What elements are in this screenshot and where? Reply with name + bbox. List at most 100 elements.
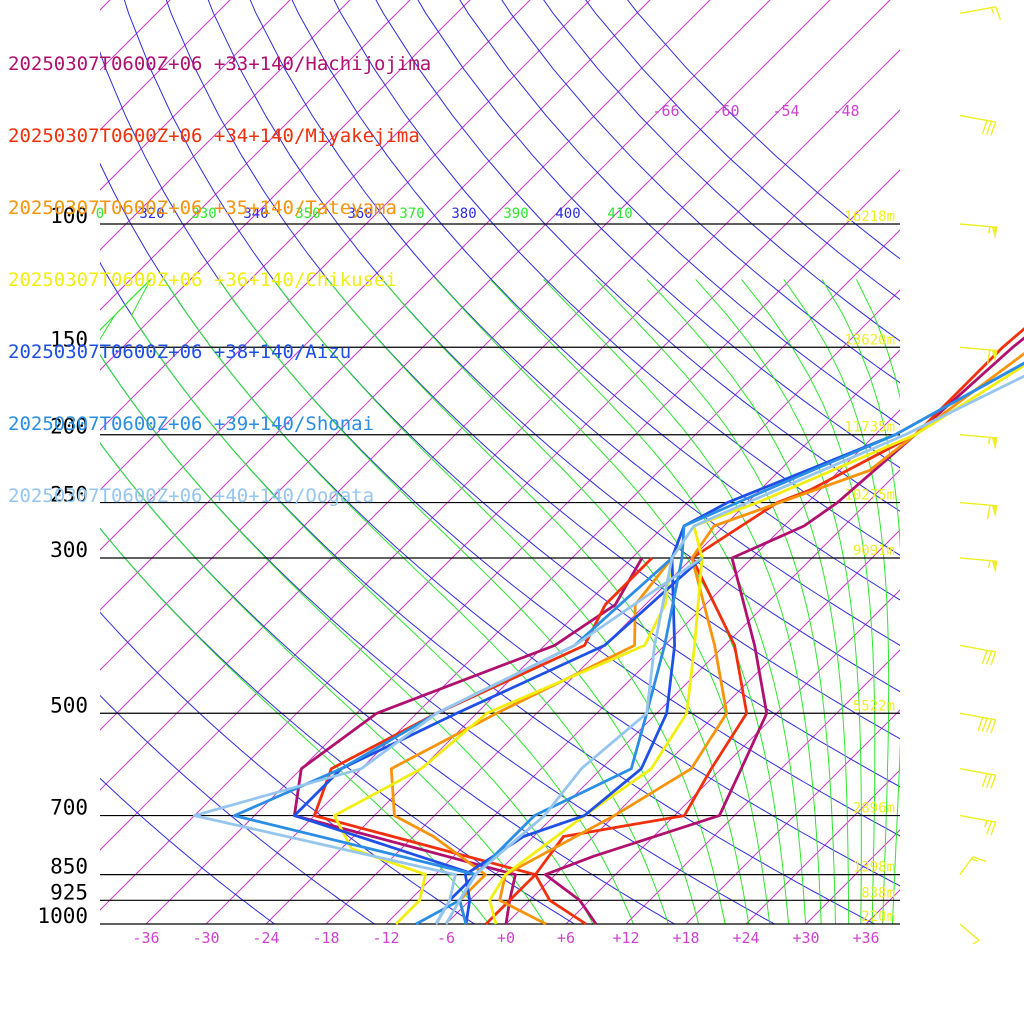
dry-adiabat bbox=[291, 0, 900, 601]
temperature-line bbox=[444, 374, 1024, 925]
barb-full bbox=[990, 774, 997, 789]
dry-adiabat bbox=[543, 0, 900, 342]
barb-full bbox=[986, 505, 991, 520]
height-label: 5522m bbox=[853, 698, 895, 714]
temperature-tick-label: -30 bbox=[192, 929, 219, 947]
barb-full bbox=[977, 717, 984, 731]
barb-full bbox=[995, 6, 1002, 21]
barb-full bbox=[985, 718, 993, 733]
isotherm bbox=[505, 529, 900, 924]
dry-adiabat bbox=[459, 0, 900, 426]
dewpoint-line bbox=[292, 556, 703, 925]
barb-half bbox=[988, 437, 991, 445]
theta-label: 410 bbox=[607, 206, 632, 222]
series-3 bbox=[332, 363, 1024, 925]
dewpoint-line bbox=[332, 557, 674, 925]
dry-adiabat bbox=[417, 0, 900, 469]
barb-staff bbox=[959, 6, 996, 14]
height-label: 220m bbox=[861, 909, 895, 925]
barb-half bbox=[972, 939, 980, 945]
barb-staff bbox=[959, 814, 996, 823]
moist-adiabat bbox=[327, 279, 750, 924]
upper-isotherm-label: -54 bbox=[772, 102, 799, 120]
dewpoint-line bbox=[389, 557, 674, 925]
temperature-tick-label: -6 bbox=[437, 929, 455, 947]
dry-adiabat bbox=[100, 777, 276, 924]
theta-label: 370 bbox=[399, 206, 424, 222]
wind-barb bbox=[959, 856, 987, 876]
moist-adiabat bbox=[741, 279, 876, 924]
wind-barbs bbox=[959, 6, 1002, 945]
temperature-line bbox=[544, 336, 1024, 925]
wind-barb bbox=[959, 557, 998, 574]
wind-barb bbox=[959, 768, 997, 789]
barb-staff bbox=[959, 346, 998, 352]
legend-entry-miyakejima: 20250307T0600Z+06 +34+140/Miyakejima bbox=[8, 125, 420, 147]
barb-full bbox=[986, 349, 991, 364]
moist-adiabat bbox=[595, 279, 837, 924]
dry-adiabat bbox=[100, 694, 376, 924]
isotherm bbox=[805, 829, 900, 924]
isotherm bbox=[926, 0, 1024, 924]
dry-adiabat bbox=[501, 0, 900, 384]
barb-staff bbox=[959, 644, 996, 653]
moist-adiabat bbox=[381, 279, 771, 924]
pressure-label: 850 bbox=[50, 855, 88, 879]
upper-isotherm-label: -60 bbox=[712, 102, 739, 120]
isotherm bbox=[625, 649, 900, 924]
height-label: 10275m bbox=[844, 488, 895, 504]
height-label: 11735m bbox=[844, 420, 895, 436]
dewpoint-line bbox=[312, 557, 653, 925]
barb-full bbox=[990, 121, 997, 136]
moist-adiabat bbox=[489, 279, 807, 924]
temperature-tick-label: -36 bbox=[132, 929, 159, 947]
sounding-traces bbox=[192, 327, 1024, 926]
temperature-tick-label: -12 bbox=[372, 929, 399, 947]
barb-full bbox=[985, 121, 993, 135]
wind-barb bbox=[959, 114, 997, 136]
barb-half bbox=[984, 820, 988, 828]
barb-staff bbox=[959, 223, 998, 228]
upper-isotherm-label: -66 bbox=[652, 102, 679, 120]
wind-barb bbox=[959, 434, 998, 450]
dry-adiabat bbox=[585, 0, 900, 301]
temperature-tick-label: +36 bbox=[852, 929, 879, 947]
theta-label: 360 bbox=[347, 206, 372, 222]
barb-half bbox=[990, 7, 995, 15]
wind-barb bbox=[959, 6, 1002, 21]
height-label: 16218m bbox=[844, 209, 895, 225]
moist-adiabat bbox=[435, 279, 790, 924]
barb-full bbox=[985, 821, 993, 835]
theta-label: 390 bbox=[503, 206, 528, 222]
legend: 20250307T0600Z+06 +33+140/Hachijojima 20… bbox=[8, 4, 431, 532]
dry-adiabat bbox=[249, 0, 900, 646]
barb-full bbox=[990, 821, 997, 836]
wind-barb bbox=[959, 814, 997, 836]
barb-half bbox=[988, 560, 991, 568]
height-label: 1398m bbox=[853, 860, 895, 876]
theta-label: 0 bbox=[96, 206, 104, 222]
wind-barb bbox=[959, 923, 980, 945]
moist-adiabat bbox=[131, 279, 635, 924]
moist-adiabat bbox=[695, 279, 862, 924]
legend-entry-aizu: 20250307T0600Z+06 +38+140/Aizu bbox=[8, 341, 352, 363]
height-label: 2896m bbox=[853, 801, 895, 817]
dewpoint-line bbox=[192, 556, 703, 925]
moist-adiabat bbox=[646, 279, 850, 924]
wind-barb bbox=[959, 644, 997, 666]
moist-adiabat-lines bbox=[100, 279, 900, 924]
theta-label: 340 bbox=[243, 206, 268, 222]
barb-staff bbox=[959, 557, 998, 562]
barb-full bbox=[985, 774, 993, 788]
barb-staff bbox=[959, 712, 996, 721]
barb-full bbox=[981, 773, 988, 788]
moist-adiabat bbox=[821, 279, 900, 924]
theta-label: 380 bbox=[451, 206, 476, 222]
barb-staff bbox=[959, 768, 996, 776]
temperature-line bbox=[534, 327, 1024, 926]
barb-flag bbox=[991, 226, 998, 240]
barb-full bbox=[981, 717, 988, 732]
moist-adiabat bbox=[543, 279, 822, 924]
dewpoint-line bbox=[292, 557, 644, 925]
